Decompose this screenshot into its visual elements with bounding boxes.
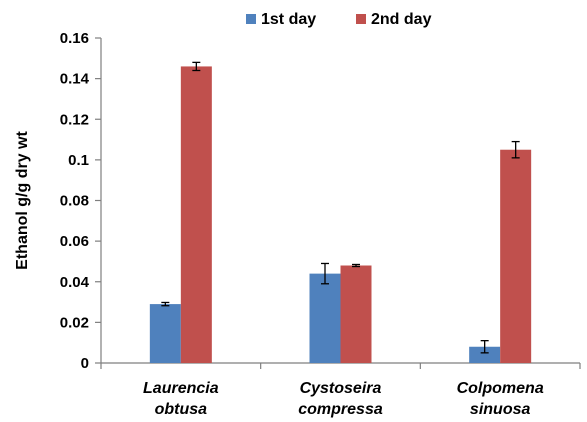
x-category-label: sinuosa bbox=[470, 401, 531, 418]
legend: 1st day 2nd day bbox=[246, 11, 432, 28]
x-category-label: compressa bbox=[298, 401, 383, 418]
x-category-label: Laurencia bbox=[143, 380, 219, 397]
y-tick-label: 0.16 bbox=[60, 30, 89, 47]
error-bar bbox=[192, 61, 201, 72]
legend-label: 1st day bbox=[261, 11, 316, 28]
y-axis: 0 0.02 0.04 0.06 0.08 0.1 0.12 0.14 0.16 bbox=[60, 30, 102, 372]
x-category-label: Cystoseira bbox=[300, 380, 382, 397]
x-category-label: Colpomena bbox=[457, 380, 544, 397]
error-bar bbox=[352, 263, 360, 268]
y-tick-label: 0.1 bbox=[68, 152, 89, 169]
y-axis-title: Ethanol g/g dry wt bbox=[14, 131, 31, 270]
bar-1-2 bbox=[309, 273, 341, 363]
y-tick-label: 0.02 bbox=[60, 314, 89, 331]
bar-2-1 bbox=[180, 66, 212, 363]
error-bar bbox=[321, 262, 329, 285]
x-category-label: obtusa bbox=[155, 401, 208, 418]
y-tick-label: 0 bbox=[81, 355, 89, 372]
y-tick-label: 0.06 bbox=[60, 233, 89, 250]
error-bar bbox=[161, 301, 170, 307]
legend-swatch bbox=[246, 14, 256, 24]
error-bar bbox=[480, 340, 489, 354]
bars bbox=[149, 61, 532, 363]
bar-1-3 bbox=[469, 346, 501, 363]
legend-label: 2nd day bbox=[371, 11, 432, 28]
bar-2-3 bbox=[500, 149, 532, 363]
y-tick-label: 0.14 bbox=[60, 71, 90, 88]
y-tick-label: 0.08 bbox=[60, 193, 89, 210]
bar-1-1 bbox=[149, 304, 181, 363]
y-tick-label: 0.04 bbox=[60, 274, 90, 291]
x-axis: Laurencia obtusa Cystoseira compressa Colpom… bbox=[100, 362, 581, 418]
y-tick-label: 0.12 bbox=[60, 111, 89, 128]
legend-swatch bbox=[356, 14, 366, 24]
error-bar bbox=[511, 140, 520, 159]
bar-2-2 bbox=[340, 265, 372, 363]
